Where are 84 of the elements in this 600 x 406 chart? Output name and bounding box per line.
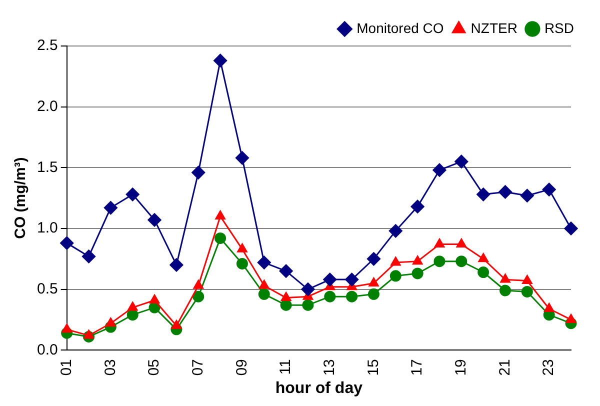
point [192,290,204,302]
legend-label: Monitored CO [356,20,444,36]
point [148,213,162,227]
point [498,185,512,199]
point [478,253,488,262]
point [149,294,160,304]
point [499,284,511,296]
point [478,266,490,278]
point [192,166,206,180]
point [323,272,337,286]
point [279,264,293,278]
y-tick-label: 1.5 [36,158,58,176]
y-tick-label: 1.0 [36,220,58,237]
point [302,299,314,311]
point [410,200,424,214]
point [456,238,466,248]
point [215,210,226,220]
point [214,232,226,244]
x-tick-label: 01 [58,359,75,376]
x-tick-label: 05 [146,359,163,376]
point [366,252,380,266]
x-tick-label: 15 [364,359,382,376]
point [456,256,468,268]
point [412,268,424,280]
x-tick-label: 03 [102,359,119,376]
x-tick-label: 13 [321,359,338,376]
x-tick-label: 21 [496,359,514,376]
point [235,151,249,165]
y-tick-label: 2.5 [36,37,58,54]
x-tick-label: 07 [190,359,207,376]
point [60,236,74,250]
point [280,292,292,302]
point [126,309,138,321]
point [258,288,270,300]
point [388,224,402,238]
legend-label: RSD [544,20,574,36]
point [390,256,401,266]
point [170,258,184,272]
point [434,256,446,268]
x-tick-label: 17 [408,359,426,376]
point [368,288,380,300]
point [346,290,358,302]
point [432,163,446,177]
x-tick-label: 09 [233,359,250,376]
point [301,282,315,296]
y-tick-label: 2.0 [36,98,58,115]
y-tick-label: 0.0 [36,341,58,358]
point [128,302,138,311]
point [106,318,116,327]
y-tick-label: 0.5 [36,280,58,298]
point [542,182,556,196]
point [237,243,248,252]
point [82,250,96,264]
point [104,201,118,215]
x-tick-label: 11 [277,359,294,375]
y-axis-title: CO (mg/m³) [12,157,30,239]
point [345,272,359,286]
point [564,222,578,236]
point [434,238,445,248]
point [259,280,270,289]
point [454,154,468,168]
point [214,54,228,68]
point [520,188,534,202]
point [521,286,533,298]
point [368,277,379,286]
point [566,314,576,323]
point [171,320,182,330]
point [193,280,204,289]
point [390,270,402,282]
legend-label: NZTER [470,20,518,36]
point [522,275,532,284]
point [412,256,423,265]
point [500,274,510,283]
point [257,256,271,270]
point [324,290,336,302]
point [62,324,72,333]
x-tick-label: 23 [540,359,558,376]
point [476,188,490,202]
x-axis-title: hour of day [275,380,363,397]
point [84,330,94,339]
point [544,303,554,312]
point [236,258,248,270]
x-tick-label: 19 [452,359,470,376]
point [126,188,140,202]
